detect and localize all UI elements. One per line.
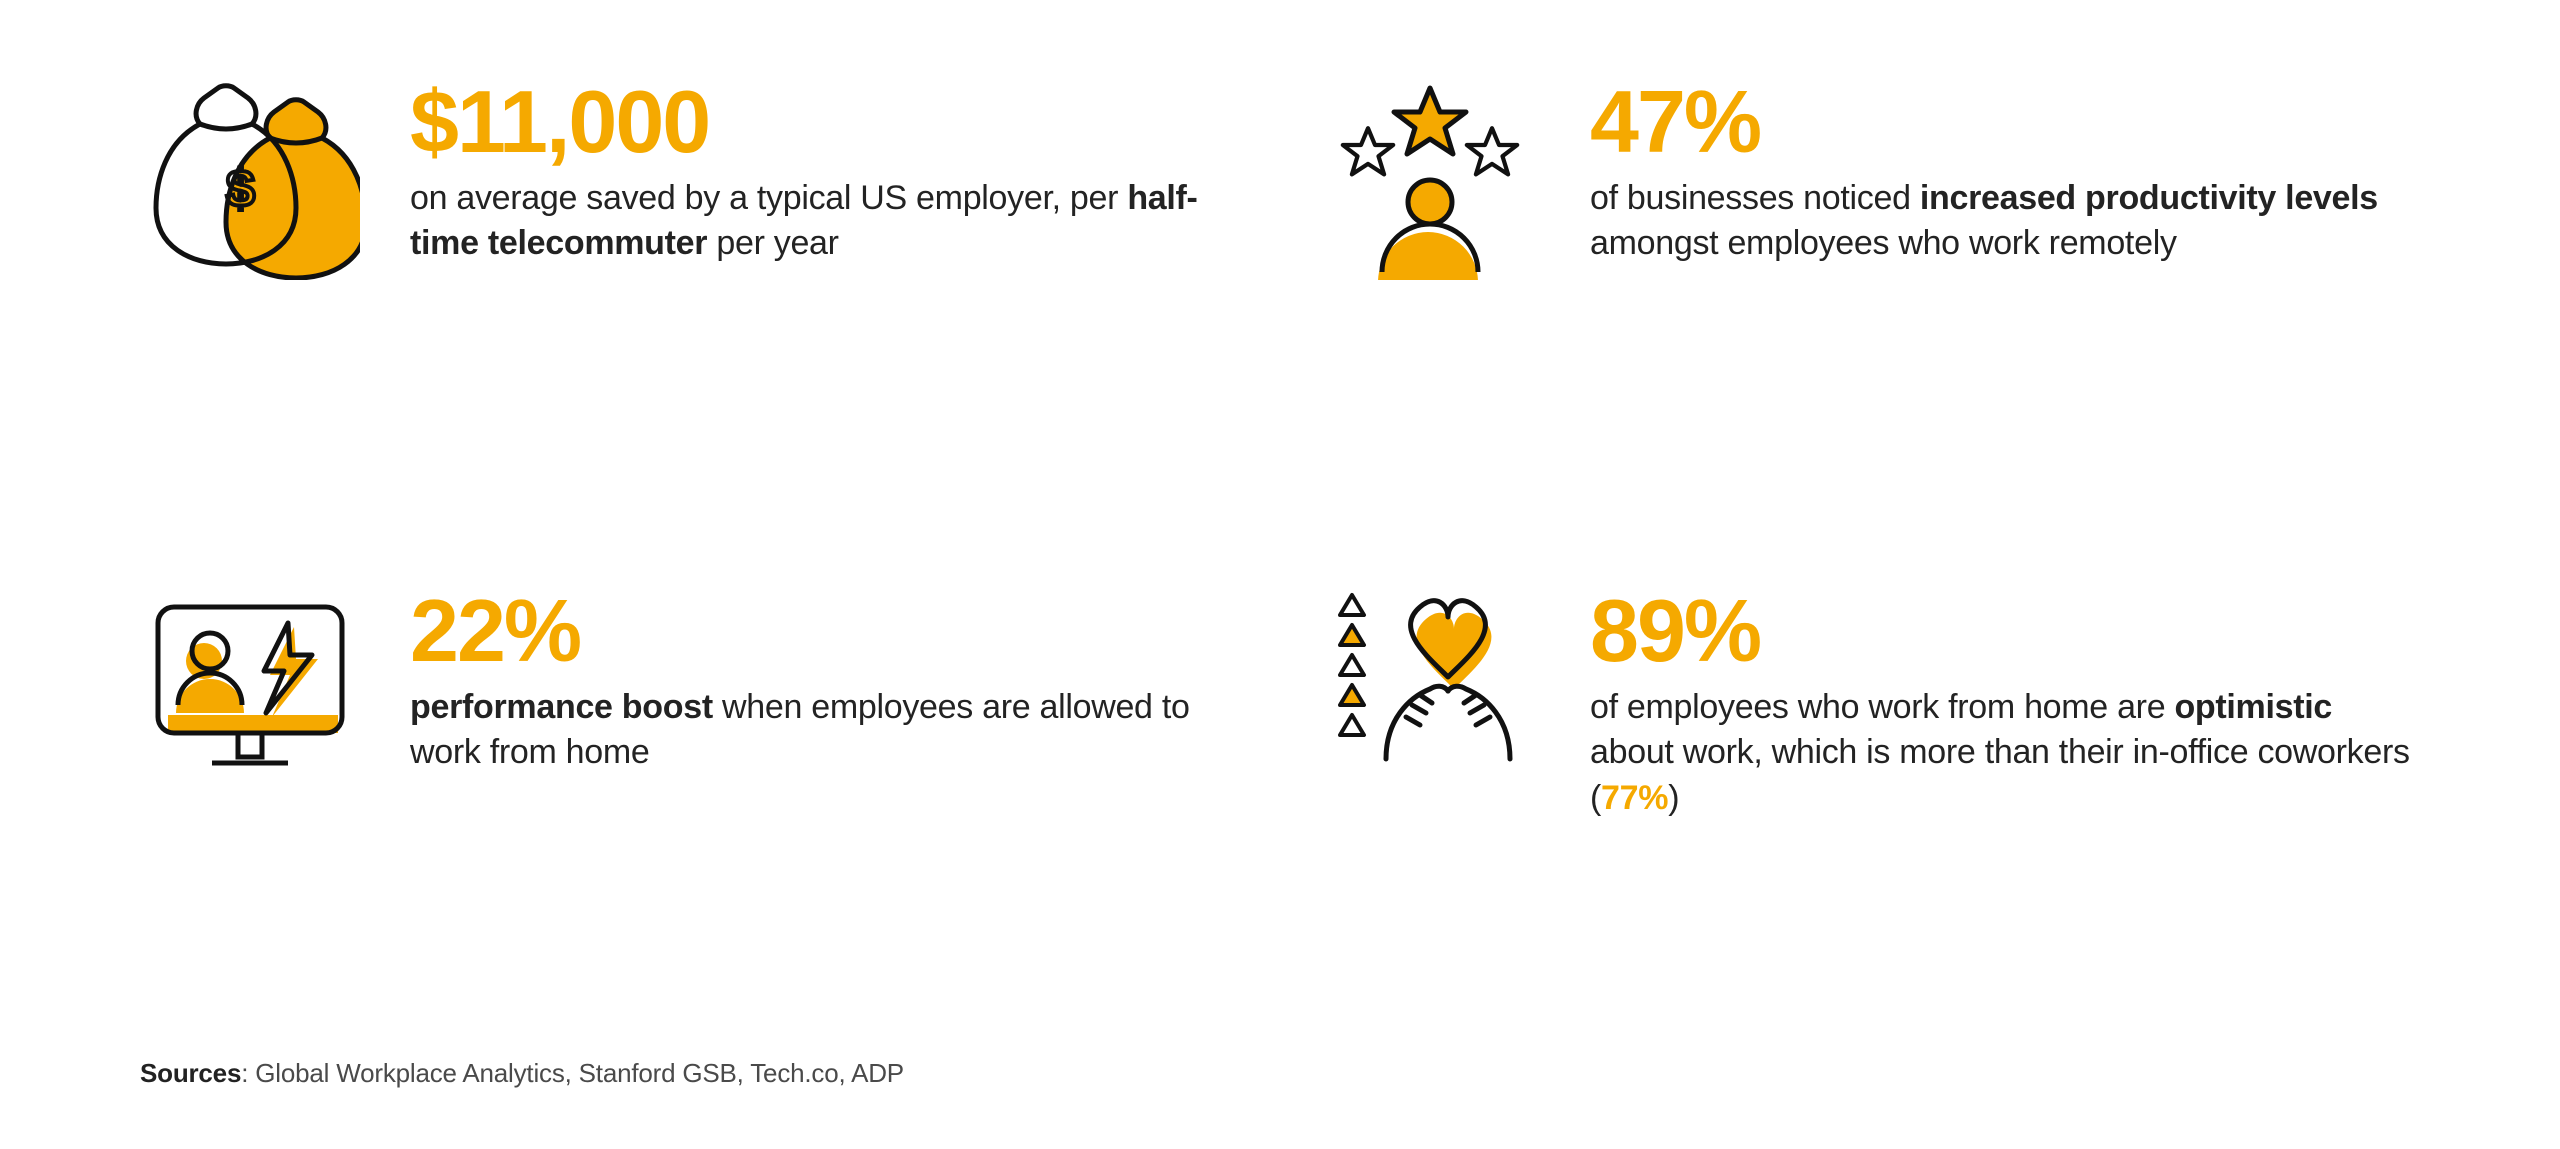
stars-person-icon bbox=[1320, 80, 1540, 280]
stats-grid: $ $11,000 on average saved by a typical … bbox=[140, 80, 2420, 1038]
stat-cell-savings: $ $11,000 on average saved by a typical … bbox=[140, 80, 1240, 529]
sources-line: Sources: Global Workplace Analytics, Sta… bbox=[140, 1058, 2420, 1089]
stat-value: $11,000 bbox=[410, 80, 1240, 164]
stat-description: of employees who work from home are opti… bbox=[1590, 685, 2420, 823]
stat-value: 47% bbox=[1590, 80, 2420, 164]
hands-heart-icon bbox=[1320, 589, 1540, 789]
stat-description: on average saved by a typical US employe… bbox=[410, 176, 1240, 268]
stat-description: performance boost when employees are all… bbox=[410, 685, 1240, 777]
money-bags-icon: $ bbox=[140, 80, 360, 280]
stat-cell-productivity: 47% of businesses noticed increased prod… bbox=[1320, 80, 2420, 529]
stat-cell-performance: 22% performance boost when employees are… bbox=[140, 589, 1240, 1038]
stat-cell-optimism: 89% of employees who work from home are … bbox=[1320, 589, 2420, 1038]
stat-value: 89% bbox=[1590, 589, 2420, 673]
monitor-bolt-icon bbox=[140, 589, 360, 789]
stat-description: of businesses noticed increased producti… bbox=[1590, 176, 2420, 268]
stat-value: 22% bbox=[410, 589, 1240, 673]
